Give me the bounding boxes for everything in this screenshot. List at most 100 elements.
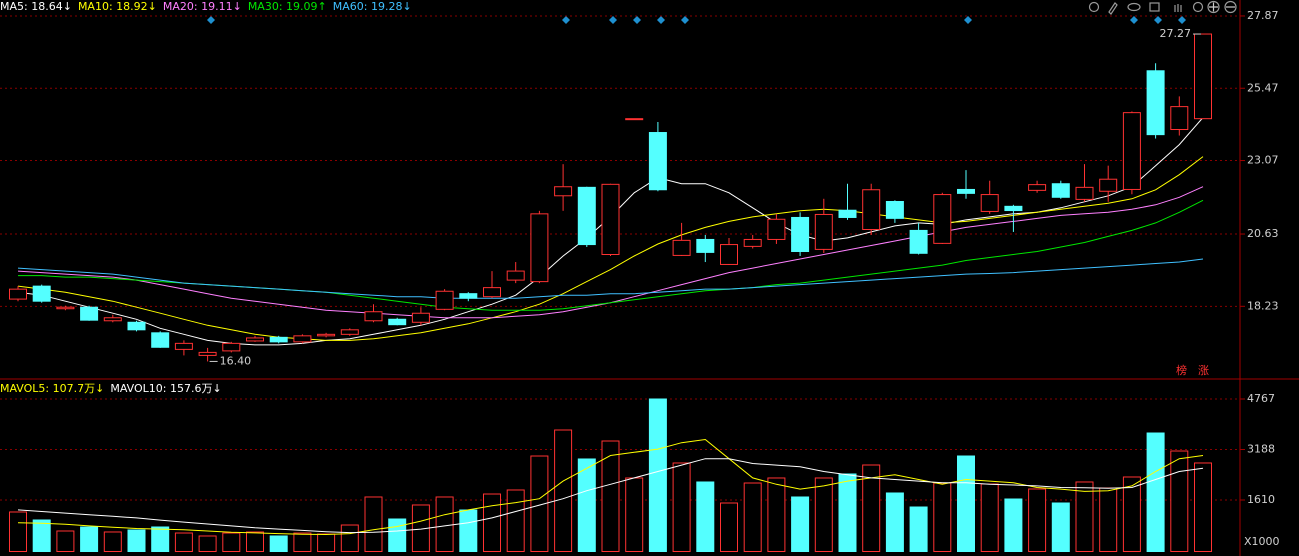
candle-body — [103, 317, 122, 322]
event-marker[interactable] — [609, 16, 617, 24]
zoom-in-icon[interactable] — [1209, 2, 1218, 12]
candle-body — [1051, 183, 1070, 198]
legend-entry: MAVOL10: 157.6万↓ — [110, 382, 221, 395]
volume-bar — [198, 535, 217, 552]
candle-body — [198, 351, 217, 356]
volume-bar — [625, 477, 644, 553]
candle-body — [885, 200, 904, 219]
candle-body — [151, 332, 170, 348]
legend-entry: MA5: 18.64↓ — [0, 0, 72, 13]
candle-body — [1075, 186, 1094, 200]
legend-entry: MAVOL5: 107.7万↓ — [0, 382, 104, 395]
ma-line — [17, 458, 1204, 534]
y-tick-label: 27.87 — [1247, 9, 1279, 22]
event-marker[interactable] — [1178, 16, 1186, 24]
toolbar — [1088, 0, 1237, 15]
candle-body — [957, 188, 975, 194]
volume-bar — [862, 464, 881, 552]
candle-body — [933, 194, 952, 244]
settings-icon[interactable] — [1088, 1, 1100, 13]
candle-body — [506, 270, 525, 281]
volume-bar — [103, 531, 122, 552]
candle-body — [269, 336, 288, 343]
volume-bar — [909, 506, 928, 553]
candle-body — [459, 293, 478, 299]
zoom-out-ring[interactable] — [1224, 0, 1237, 14]
candle-body — [317, 333, 336, 337]
candle-body — [56, 306, 75, 310]
volume-bar — [980, 483, 999, 552]
volume-bar — [767, 477, 786, 553]
event-marker[interactable] — [633, 16, 641, 24]
y-tick-label: 4767 — [1247, 392, 1275, 405]
candle-body — [1122, 112, 1141, 190]
volume-bar — [1099, 487, 1118, 553]
y-tick-label: 1610 — [1247, 493, 1275, 506]
volume-bar — [1194, 462, 1212, 553]
volume-bar — [459, 509, 478, 552]
ma-line — [17, 258, 1204, 299]
volume-bar — [1170, 450, 1189, 552]
volume-bar — [80, 526, 99, 552]
y-tick-label: 25.47 — [1247, 81, 1279, 94]
y-tick-label: 23.07 — [1247, 154, 1279, 167]
volume-bar — [174, 532, 193, 552]
volume-bar — [506, 489, 525, 553]
volume-bar — [269, 535, 288, 552]
ma-line — [17, 156, 1204, 341]
view-icon[interactable] — [1127, 2, 1141, 12]
candle-body — [80, 306, 99, 321]
volume-bar — [577, 458, 596, 552]
draw-icon[interactable] — [1108, 2, 1118, 15]
volume-bar — [317, 533, 336, 552]
candle-body — [720, 244, 738, 265]
volume-bar — [720, 502, 738, 553]
candle-body — [814, 213, 833, 250]
high-label: 27.27 — [1160, 27, 1192, 40]
candle-body — [293, 335, 312, 343]
volume-bar — [530, 455, 549, 552]
candle-body — [672, 239, 691, 256]
hand-icon[interactable] — [1174, 4, 1182, 12]
candle-body — [174, 342, 193, 350]
event-marker[interactable] — [207, 16, 215, 24]
zoom-in-ring[interactable] — [1207, 0, 1220, 14]
candle-body — [530, 213, 549, 283]
candle-body — [1004, 205, 1023, 212]
event-marker[interactable] — [964, 16, 972, 24]
badge: 榜 — [1176, 363, 1187, 377]
candle-body — [1099, 178, 1118, 192]
event-marker[interactable] — [657, 16, 665, 24]
candle-body — [767, 218, 786, 240]
event-marker[interactable] — [1154, 16, 1162, 24]
volume-bar — [554, 429, 573, 553]
candle-body — [483, 287, 501, 298]
volume-bar — [601, 440, 620, 552]
candle-body — [1194, 33, 1212, 120]
candle-body — [791, 216, 810, 252]
event-marker[interactable] — [562, 16, 570, 24]
volume-bar — [435, 496, 454, 552]
volume-bar — [1028, 488, 1047, 553]
legend-entry: MA10: 18.92↓ — [78, 0, 157, 13]
event-marker[interactable] — [681, 16, 689, 24]
candle-body — [340, 329, 359, 335]
candle-body — [32, 285, 51, 302]
legend-entry: MA20: 19.11↓ — [163, 0, 242, 13]
candle-body — [9, 288, 27, 300]
candle-body — [648, 132, 667, 191]
volume-bar — [814, 477, 833, 553]
volume-bar — [1051, 502, 1070, 553]
candle-body — [909, 229, 928, 254]
volume-bar — [32, 519, 51, 553]
candle-body — [411, 312, 430, 323]
event-marker[interactable] — [1130, 16, 1138, 24]
cart-icon[interactable] — [1149, 2, 1160, 12]
zoom-reset-icon[interactable] — [1192, 1, 1204, 13]
event-markers — [207, 16, 1186, 24]
legend-entry: MA60: 19.28↓ — [333, 0, 412, 13]
badge: 涨 — [1198, 364, 1209, 377]
candle-body — [743, 238, 762, 247]
volume-bar — [838, 473, 857, 552]
y-tick-label: 18.23 — [1247, 299, 1279, 312]
